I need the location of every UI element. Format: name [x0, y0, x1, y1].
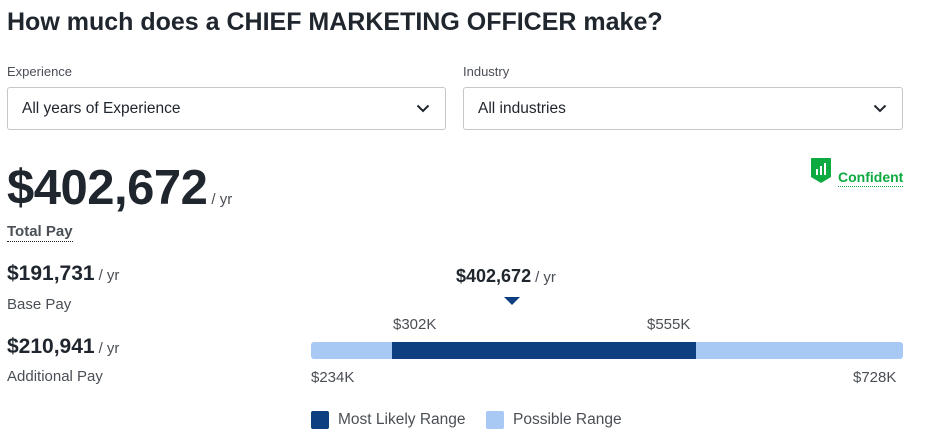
chevron-down-icon: [872, 101, 888, 117]
legend-swatch-likely: [311, 411, 329, 429]
likely-min-label: $302K: [393, 316, 437, 333]
experience-dropdown[interactable]: All years of Experience: [7, 87, 446, 130]
industry-label: Industry: [463, 64, 510, 79]
legend-most-likely: Most Likely Range: [311, 411, 466, 429]
total-pay-value: $402,672: [7, 161, 208, 215]
range-marker-label: $402,672 / yr: [456, 266, 556, 287]
base-pay-amount: $191,731 / yr: [7, 262, 119, 286]
total-pay-unit: / yr: [211, 191, 233, 208]
total-pay-amount: $402,672 / yr: [7, 160, 232, 216]
additional-pay-unit: / yr: [98, 340, 120, 357]
experience-dropdown-value: All years of Experience: [22, 99, 181, 117]
possible-max-label: $728K: [853, 369, 897, 386]
possible-min-label: $234K: [311, 369, 355, 386]
legend-swatch-possible: [486, 411, 504, 429]
range-marker-unit: / yr: [535, 269, 556, 286]
possible-range-bar: [311, 342, 903, 359]
total-pay-label[interactable]: Total Pay: [7, 223, 73, 242]
legend-possible-label: Possible Range: [513, 411, 622, 428]
industry-dropdown-value: All industries: [478, 99, 566, 117]
range-marker-value: $402,672: [456, 266, 532, 286]
base-pay-label: Base Pay: [7, 296, 72, 313]
chevron-down-icon: [415, 101, 431, 117]
confidence-label: Confident: [838, 169, 904, 187]
industry-dropdown[interactable]: All industries: [463, 87, 903, 130]
additional-pay-amount: $210,941 / yr: [7, 335, 119, 359]
base-pay-unit: / yr: [98, 267, 120, 284]
legend-possible: Possible Range: [486, 411, 622, 429]
most-likely-range-bar: [392, 342, 696, 359]
confidence-badge[interactable]: Confident: [810, 157, 904, 189]
likely-max-label: $555K: [647, 316, 691, 333]
experience-label: Experience: [7, 64, 73, 79]
additional-pay-value: $210,941: [7, 335, 95, 358]
page-title: How much does a CHIEF MARKETING OFFICER …: [7, 8, 663, 36]
additional-pay-label: Additional Pay: [7, 368, 103, 385]
base-pay-value: $191,731: [7, 262, 95, 285]
range-marker-pointer: [504, 297, 520, 305]
signal-bars-icon: [810, 157, 832, 189]
legend-likely-label: Most Likely Range: [338, 411, 466, 428]
